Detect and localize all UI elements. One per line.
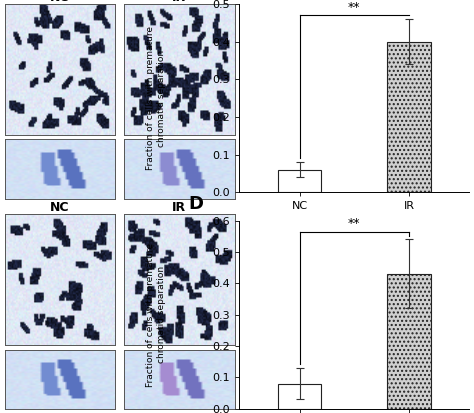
Text: **: ** bbox=[348, 217, 361, 230]
Text: D: D bbox=[189, 195, 204, 213]
Bar bbox=[278, 384, 321, 409]
Title: NC: NC bbox=[50, 201, 70, 214]
Bar bbox=[278, 170, 321, 192]
Title: NC: NC bbox=[50, 0, 70, 4]
Title: IR: IR bbox=[173, 0, 186, 4]
Bar bbox=[387, 274, 431, 409]
Y-axis label: Fraction of cells with premature
chromatid separation: Fraction of cells with premature chromat… bbox=[146, 243, 166, 387]
Bar bbox=[387, 42, 431, 192]
Title: IR: IR bbox=[173, 201, 186, 214]
Y-axis label: Fraction of cells with premature
chromatid separation: Fraction of cells with premature chromat… bbox=[146, 26, 166, 170]
Text: **: ** bbox=[348, 0, 361, 14]
